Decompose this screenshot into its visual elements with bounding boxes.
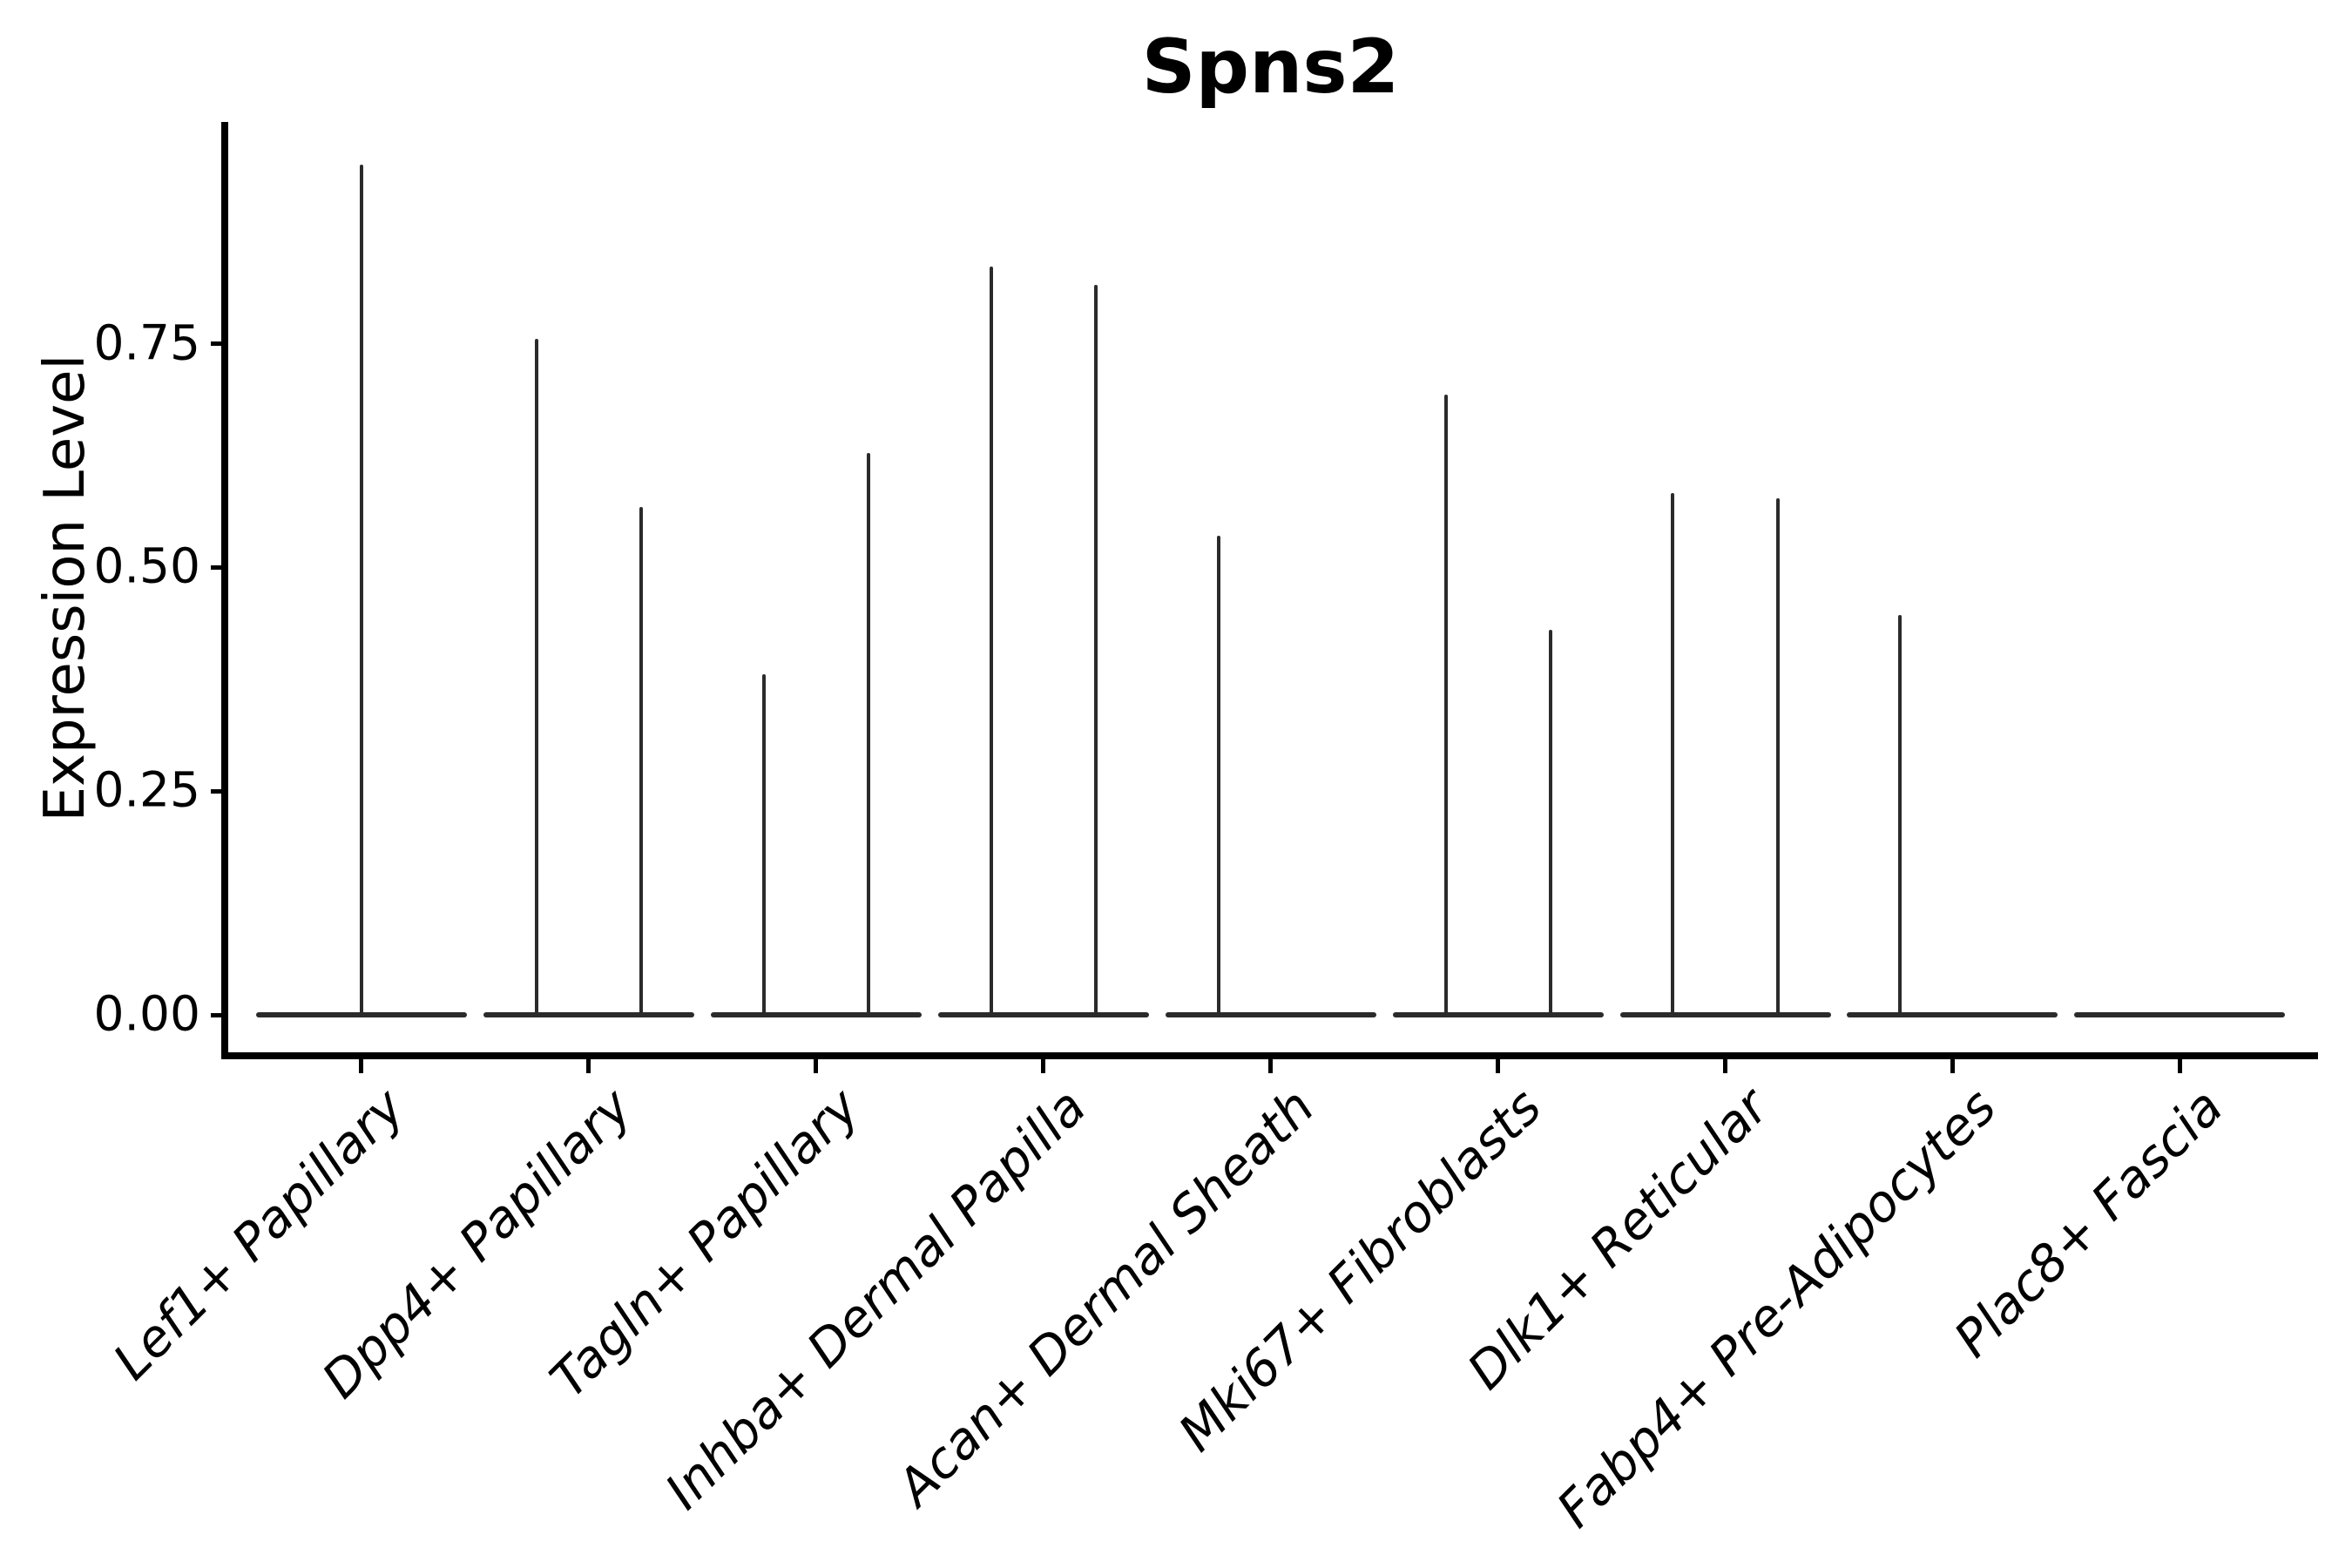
violin-spike — [761, 673, 766, 1017]
violin-spike — [1443, 395, 1448, 1017]
violin-baseline — [710, 1012, 922, 1017]
x-tick-mark — [1496, 1056, 1500, 1073]
x-tick-mark — [359, 1056, 364, 1073]
x-tick-mark — [586, 1056, 591, 1073]
violin-spike — [1548, 630, 1552, 1017]
violin-spike — [359, 165, 363, 1017]
violin-baseline — [937, 1012, 1149, 1017]
violin-spike — [1671, 493, 1675, 1017]
violin-baseline — [1847, 1012, 2058, 1017]
y-tick-mark — [211, 788, 225, 794]
violin-baseline — [1392, 1012, 1604, 1017]
x-tick-mark — [1041, 1056, 1045, 1073]
x-category-label: Fabp4+ Pre-Adipocytes — [1544, 1077, 2007, 1539]
x-tick-mark — [2177, 1056, 2182, 1073]
violin-spike — [1216, 536, 1220, 1017]
violin-spike — [639, 506, 643, 1017]
violin-spike — [534, 339, 538, 1017]
x-category-label: Acan+ Dermal Sheath — [885, 1077, 1326, 1517]
x-tick-mark — [1723, 1056, 1727, 1073]
violin-baseline — [1165, 1012, 1376, 1017]
y-tick-label: 0.25 — [93, 761, 200, 818]
violin-spike — [1898, 614, 1903, 1017]
x-tick-mark — [814, 1056, 818, 1073]
violin-spike — [1093, 284, 1098, 1017]
y-tick-mark — [211, 341, 225, 346]
violin-spike — [989, 267, 993, 1017]
violin-baseline — [1619, 1012, 1831, 1017]
plot-title: Spns2 — [1141, 24, 1400, 111]
y-tick-label: 0.75 — [93, 314, 200, 370]
violin-spike — [1775, 498, 1780, 1017]
y-tick-label: 0.00 — [93, 985, 200, 1042]
y-tick-mark — [211, 1012, 225, 1017]
violin-baseline — [483, 1012, 694, 1017]
violin-baseline — [2074, 1012, 2286, 1017]
y-tick-label: 0.50 — [93, 537, 200, 594]
x-tick-mark — [1950, 1056, 1955, 1073]
y-tick-mark — [211, 564, 225, 570]
x-category-label: Inhba+ Dermal Papilla — [653, 1077, 1098, 1521]
violin-spike — [866, 452, 870, 1017]
y-axis-spine — [221, 122, 228, 1059]
x-tick-mark — [1268, 1056, 1273, 1073]
